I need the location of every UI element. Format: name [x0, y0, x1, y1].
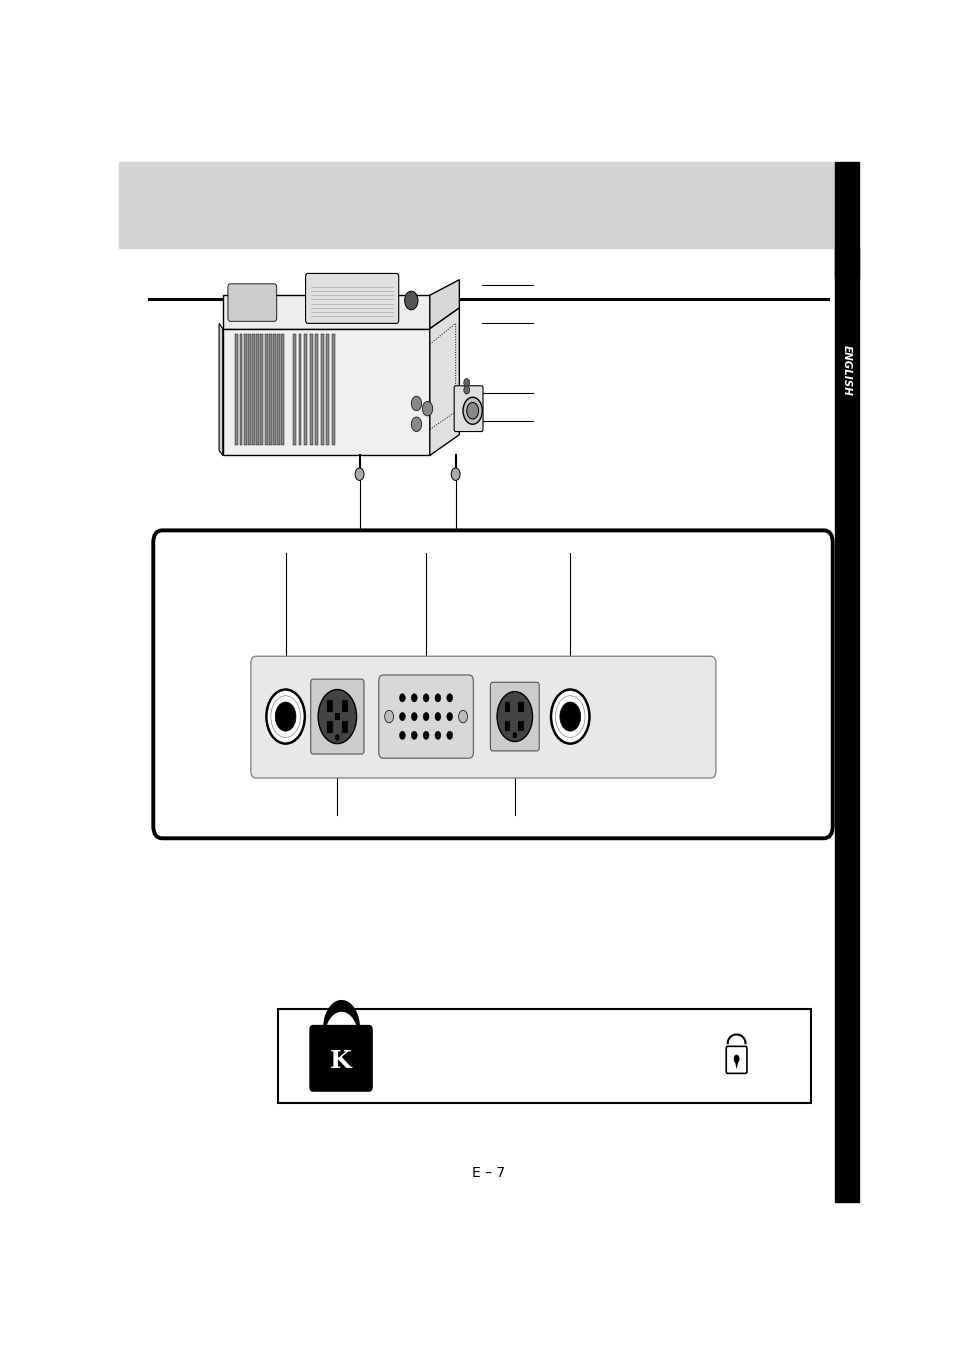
FancyBboxPatch shape [311, 680, 364, 754]
FancyBboxPatch shape [278, 1009, 810, 1102]
Polygon shape [233, 282, 385, 449]
Circle shape [317, 689, 356, 743]
Circle shape [446, 731, 453, 739]
Bar [327, 700, 333, 712]
Bar [304, 334, 307, 444]
Circle shape [423, 693, 429, 703]
Circle shape [497, 692, 532, 742]
Circle shape [733, 1055, 739, 1063]
Bar [341, 720, 347, 734]
Circle shape [423, 712, 429, 720]
Circle shape [422, 401, 433, 416]
Bar [326, 334, 329, 444]
Circle shape [423, 731, 429, 739]
Bar [260, 334, 263, 444]
Circle shape [399, 731, 405, 739]
Bar [256, 334, 259, 444]
Bar [269, 334, 272, 444]
Bar [341, 700, 347, 712]
Circle shape [335, 734, 339, 740]
Circle shape [435, 693, 440, 703]
Bar [281, 334, 284, 444]
Text: K: K [330, 1048, 352, 1073]
Bar [239, 334, 242, 444]
Bar [264, 334, 268, 444]
Circle shape [559, 703, 580, 731]
Circle shape [512, 732, 517, 739]
FancyBboxPatch shape [454, 386, 482, 431]
Circle shape [551, 689, 589, 743]
Bar [320, 334, 323, 444]
Polygon shape [734, 1059, 738, 1069]
Circle shape [411, 396, 421, 411]
Circle shape [411, 731, 416, 739]
Circle shape [411, 712, 416, 720]
FancyBboxPatch shape [310, 1025, 372, 1092]
Polygon shape [222, 328, 429, 455]
Bar [518, 703, 523, 712]
Text: E – 7: E – 7 [472, 1166, 505, 1181]
Circle shape [458, 711, 467, 723]
Circle shape [463, 386, 469, 394]
Bar [835, 162, 858, 1202]
Circle shape [463, 378, 469, 386]
Circle shape [355, 467, 364, 481]
Bar [273, 334, 275, 444]
Text: ENGLISH: ENGLISH [841, 345, 851, 396]
Bar [835, 249, 858, 277]
Circle shape [462, 397, 482, 424]
Circle shape [411, 693, 416, 703]
Polygon shape [429, 308, 459, 455]
FancyBboxPatch shape [153, 531, 832, 838]
Circle shape [399, 693, 405, 703]
Circle shape [404, 290, 417, 309]
Bar [235, 334, 238, 444]
FancyBboxPatch shape [228, 284, 276, 322]
Bar [277, 334, 280, 444]
Bar [310, 334, 313, 444]
Bar [335, 713, 339, 720]
Bar [518, 720, 523, 731]
Polygon shape [429, 280, 459, 328]
Bar [243, 334, 247, 444]
Circle shape [451, 467, 459, 481]
Circle shape [411, 417, 421, 431]
Bar [327, 720, 333, 734]
FancyBboxPatch shape [251, 657, 715, 778]
Circle shape [266, 689, 305, 743]
Circle shape [384, 711, 394, 723]
FancyBboxPatch shape [490, 682, 538, 751]
Bar [252, 334, 254, 444]
Circle shape [275, 703, 295, 731]
Bar [119, 162, 835, 249]
Bar [314, 334, 317, 444]
Polygon shape [219, 323, 222, 455]
Bar [293, 334, 295, 444]
Circle shape [435, 712, 440, 720]
Circle shape [435, 731, 440, 739]
Bar [332, 334, 335, 444]
FancyBboxPatch shape [305, 273, 398, 323]
Polygon shape [222, 296, 429, 328]
Circle shape [466, 403, 478, 419]
Circle shape [446, 693, 453, 703]
FancyBboxPatch shape [378, 676, 473, 758]
Circle shape [446, 712, 453, 720]
Bar [505, 703, 510, 712]
Bar [505, 720, 510, 731]
Bar [248, 334, 251, 444]
Bar [298, 334, 301, 444]
Circle shape [399, 712, 405, 720]
